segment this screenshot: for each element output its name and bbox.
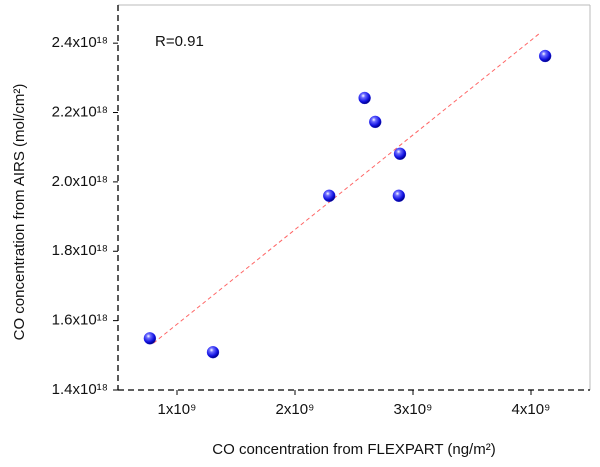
x-tick-label: 3x10⁹ <box>394 401 433 418</box>
y-tick-label: 1.8x10¹⁸ <box>52 242 108 259</box>
point <box>143 332 157 345</box>
x-tick-label: 4x10⁹ <box>512 401 551 418</box>
y-tick-label: 2.0x10¹⁸ <box>52 173 108 190</box>
y-axis-title: CO concentration from AIRS (mol/cm²) <box>11 84 28 341</box>
point <box>393 147 407 160</box>
y-tick-label: 1.6x10¹⁸ <box>52 312 108 329</box>
point <box>206 346 220 359</box>
y-tick-label: 1.4x10¹⁸ <box>52 381 108 398</box>
x-tick-label: 2x10⁹ <box>276 401 315 418</box>
point <box>369 115 382 129</box>
point <box>358 91 371 105</box>
x-tick-label: 1x10⁹ <box>158 401 197 418</box>
fit-line <box>153 32 541 344</box>
point <box>392 189 405 202</box>
y-tick-label: 2.2x10¹⁸ <box>52 103 108 120</box>
annotation: R=0.91 <box>155 33 204 50</box>
point <box>323 189 336 202</box>
y-tick-label: 2.4x10¹⁸ <box>52 34 108 51</box>
x-axis-title: CO concentration from FLEXPART (ng/m²) <box>212 441 495 458</box>
point <box>539 49 552 63</box>
